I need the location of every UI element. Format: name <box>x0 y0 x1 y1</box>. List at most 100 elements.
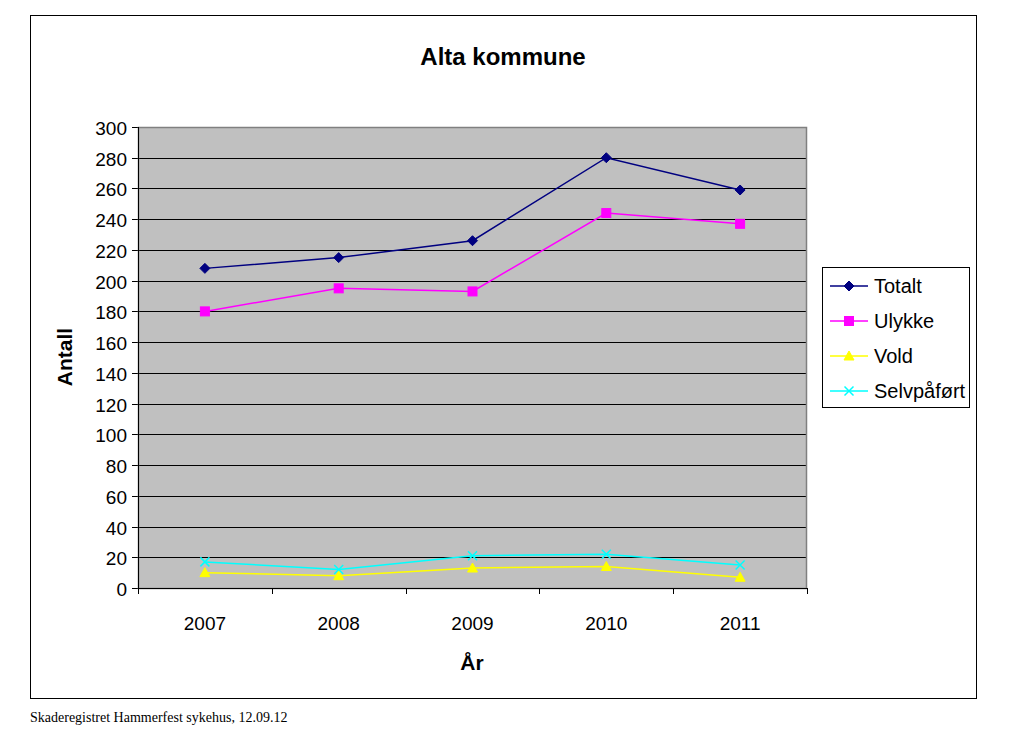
y-tick-label: 300 <box>95 118 127 139</box>
x-tick <box>807 588 808 594</box>
x-tick-label: 2008 <box>318 613 360 634</box>
x-tick <box>406 588 407 594</box>
x-tick <box>539 588 540 594</box>
grid-line <box>138 404 807 405</box>
point-marker <box>200 263 210 273</box>
x-tick <box>138 588 139 594</box>
y-tick <box>132 404 138 405</box>
legend-label: Selvpåført <box>874 380 966 402</box>
chart-svg: 0 20 40 60 80 100 120 140 160 180 200 220 240 260 280 3… <box>0 0 1010 734</box>
y-tick-label: 240 <box>95 210 127 231</box>
point-marker <box>735 572 745 581</box>
grid-line <box>138 496 807 497</box>
grid-line <box>138 465 807 466</box>
y-tick-label: 120 <box>95 395 127 416</box>
y-tick-label: 200 <box>95 272 127 293</box>
point-marker <box>200 568 210 577</box>
legend-marker <box>844 351 854 360</box>
y-tick-label: 20 <box>106 548 127 569</box>
chart-frame <box>31 16 977 699</box>
y-tick-label: 280 <box>95 149 127 170</box>
legend-label: Vold <box>874 345 913 367</box>
point-marker <box>602 209 611 218</box>
point-marker <box>602 550 611 559</box>
x-tick-label: 2010 <box>585 613 627 634</box>
y-tick-label: 0 <box>116 579 127 600</box>
x-tick <box>673 588 674 594</box>
y-tick <box>132 127 138 128</box>
grid-line <box>138 188 807 189</box>
y-tick <box>132 281 138 282</box>
x-axis <box>138 588 807 589</box>
y-tick <box>132 342 138 343</box>
y-tick-label: 40 <box>106 518 127 539</box>
y-tick <box>132 527 138 528</box>
grid-line <box>138 219 807 220</box>
legend: Totalt Ulykke Vold Selvpåført <box>823 268 970 408</box>
grid-line <box>138 434 807 435</box>
x-axis-label: År <box>460 651 483 674</box>
grid-line <box>138 373 807 374</box>
point-marker <box>334 565 343 574</box>
grid-line <box>138 158 807 159</box>
y-tick-label: 180 <box>95 302 127 323</box>
y-tick <box>132 465 138 466</box>
y-tick-label: 260 <box>95 179 127 200</box>
y-tick <box>132 311 138 312</box>
legend-box <box>823 268 970 408</box>
y-axis-label: Antall <box>53 328 76 386</box>
source-note: Skaderegistret Hammerfest sykehus, 12.09… <box>30 710 287 725</box>
data-group <box>205 158 740 578</box>
point-marker <box>200 557 209 566</box>
x-tick-label: 2011 <box>720 613 761 634</box>
series-line <box>205 158 740 269</box>
legend-label: Totalt <box>874 275 922 297</box>
y-tick <box>132 434 138 435</box>
x-tick-label: 2007 <box>184 613 226 634</box>
point-marker <box>601 153 611 163</box>
point-marker <box>334 284 343 293</box>
point-marker <box>334 253 344 263</box>
y-tick-label: 100 <box>95 425 127 446</box>
legend-marker <box>845 317 854 326</box>
grid-line <box>138 281 807 282</box>
series-line <box>205 213 740 311</box>
grid-line <box>138 527 807 528</box>
legend-marker <box>844 281 854 291</box>
point-marker <box>601 561 611 570</box>
legend-marker <box>845 387 854 396</box>
grid-line <box>138 557 807 558</box>
y-tick <box>132 219 138 220</box>
y-tick <box>132 588 138 589</box>
point-marker <box>736 560 745 569</box>
marker-group <box>200 153 745 582</box>
point-marker <box>468 563 478 572</box>
y-tick <box>132 188 138 189</box>
point-marker <box>736 219 745 228</box>
y-tick <box>132 158 138 159</box>
plot-area <box>138 127 807 588</box>
grid-line <box>138 342 807 343</box>
chart-title: Alta kommune <box>420 43 585 70</box>
y-tick-label: 60 <box>106 487 127 508</box>
y-tick <box>132 250 138 251</box>
legend-label: Ulykke <box>874 310 934 332</box>
y-tick <box>132 557 138 558</box>
y-tick-label: 160 <box>95 333 127 354</box>
grid-line <box>138 588 807 589</box>
x-tick <box>272 588 273 594</box>
x-tick-label: 2009 <box>451 613 493 634</box>
plot-frame <box>139 128 807 589</box>
y-tick-label: 220 <box>95 241 127 262</box>
grid-line <box>138 250 807 251</box>
point-marker <box>735 185 745 195</box>
grid-line <box>138 311 807 312</box>
point-marker <box>468 236 478 246</box>
y-tick-label: 140 <box>95 364 127 385</box>
point-marker <box>200 307 209 316</box>
y-axis <box>138 127 139 588</box>
y-tick <box>132 496 138 497</box>
y-tick-label: 80 <box>106 456 127 477</box>
point-marker <box>468 287 477 296</box>
y-tick <box>132 373 138 374</box>
